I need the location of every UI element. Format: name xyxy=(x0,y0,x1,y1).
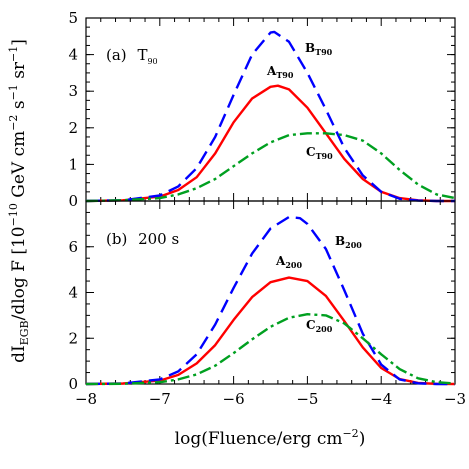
curve-label-c-t90: CT90 xyxy=(306,145,333,161)
panel-a: 0 1 2 3 4 5 (a) T90 BT90 AT90 CT90 xyxy=(68,9,456,210)
x-tick-label: −7 xyxy=(149,390,171,408)
x-axis-label: log(Fluence/erg cm−2) xyxy=(175,427,366,449)
x-tick-label: −4 xyxy=(370,390,392,408)
curve-label-a-t90: AT90 xyxy=(266,64,294,80)
panel-b-label: (b) 200 s xyxy=(106,230,179,248)
y-tick-label: 5 xyxy=(68,9,78,27)
panel-a-curves xyxy=(85,30,456,203)
y-tick-label: 6 xyxy=(68,238,78,256)
panel-b-y-ticks: 0 2 4 6 xyxy=(68,200,456,393)
curve-label-a-200: A200 xyxy=(275,254,302,270)
panel-a-label: (a) T90 xyxy=(106,46,158,66)
y-axis-label: dIEGB/dlog F [10−10 GeV cm−2 s−1 sr−1] xyxy=(7,39,31,363)
y-tick-label: 4 xyxy=(68,46,78,64)
y-tick-label: 0 xyxy=(68,375,78,393)
y-tick-label: 1 xyxy=(68,155,78,173)
curve-b-t90 xyxy=(85,30,455,203)
y-tick-label: 0 xyxy=(68,192,78,210)
y-tick-label: 2 xyxy=(68,119,78,137)
curve-a-t90 xyxy=(85,84,455,203)
curve-label-b-200: B200 xyxy=(335,234,362,250)
curve-c-t90 xyxy=(85,132,456,203)
curve-label-b-t90: BT90 xyxy=(305,41,333,57)
curve-label-c-200: C200 xyxy=(306,318,333,334)
y-tick-label: 4 xyxy=(68,284,78,302)
curve-c-200 xyxy=(85,313,456,386)
y-tick-label: 2 xyxy=(68,329,78,347)
panel-a-y-ticks: 0 1 2 3 4 5 xyxy=(68,9,456,210)
x-ticks: −8 −7 −6 −5 −4 −3 xyxy=(75,390,466,408)
x-tick-label: −8 xyxy=(75,390,97,408)
curve-b-200 xyxy=(85,215,455,386)
panel-b: 0 2 4 6 (b) 200 s B200 A200 C200 xyxy=(68,200,456,393)
x-tick-label: −5 xyxy=(296,390,318,408)
panel-b-curves xyxy=(85,215,456,386)
x-tick-label: −3 xyxy=(444,390,466,408)
y-tick-label: 3 xyxy=(68,82,78,100)
x-tick-label: −6 xyxy=(223,390,245,408)
